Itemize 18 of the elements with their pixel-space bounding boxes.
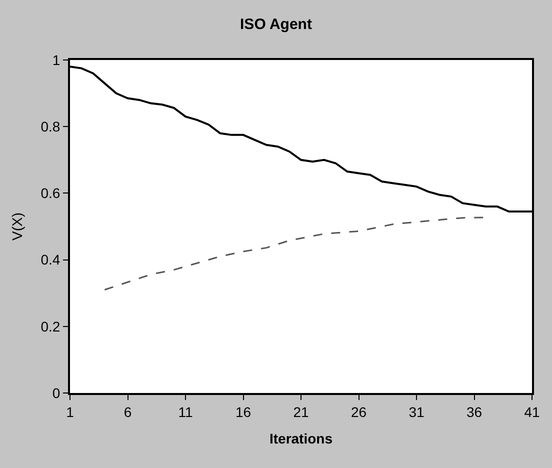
x-tick-label: 31 [408, 404, 424, 420]
x-tick-label: 41 [524, 404, 540, 420]
y-tick-label: 0.4 [40, 252, 60, 268]
y-tick-label: 0.2 [40, 318, 60, 334]
x-tick-label: 1 [66, 404, 74, 420]
x-tick-label: 6 [124, 404, 132, 420]
x-tick-label: 26 [350, 404, 367, 420]
y-axis-title: V(X) [8, 212, 25, 240]
x-tick-label: 21 [293, 404, 309, 420]
chart-title: ISO Agent [240, 16, 312, 34]
y-tick-label: 1 [52, 52, 60, 68]
x-tick-label: 11 [178, 404, 193, 420]
x-tick-label: 16 [235, 404, 252, 420]
y-tick-label: 0.8 [40, 118, 60, 134]
y-tick-label: 0 [52, 384, 60, 401]
y-tick-label: 0.6 [40, 185, 60, 202]
x-axis-title: Iterations [269, 430, 333, 447]
x-tick-label: 36 [466, 404, 482, 420]
